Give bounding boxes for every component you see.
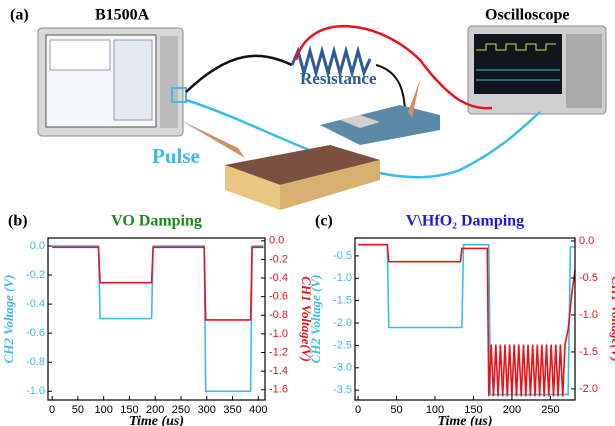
y2-tick-label: -0.6 [269, 291, 288, 303]
y2-tick-label: -1.4 [269, 365, 288, 377]
x-axis-label: Time (us) [129, 414, 184, 426]
y2-tick-label: -0.2 [269, 253, 288, 265]
device-top [320, 105, 440, 145]
y2-tick-label: -1.2 [269, 346, 288, 358]
oscilloscope-screen [474, 34, 562, 94]
panel-label: (b) [8, 213, 28, 230]
y-tick-label: -3.5 [333, 384, 352, 396]
figure: (a) B1500A Oscilloscope Resistance Pulse… [0, 0, 615, 426]
series-line [358, 245, 575, 397]
x-tick-label: 200 [503, 404, 521, 416]
y-tick-label: -3.0 [333, 362, 352, 374]
y-tick-label: 0.0 [30, 240, 45, 252]
b1500a-buttons [160, 36, 178, 128]
chart-title: V\HfO₂ Damping [406, 213, 524, 230]
wire [186, 56, 292, 92]
schematic: (a) B1500A Oscilloscope Resistance Pulse [10, 7, 606, 210]
y2-axis-label: CH1 Voltage(V) [609, 276, 615, 362]
y2-tick-label: -0.8 [269, 309, 288, 321]
y2-tick-label: -2.0 [579, 383, 598, 395]
y2-tick-label: -0.5 [579, 272, 598, 284]
y2-tick-label: -1.6 [269, 384, 288, 396]
y-tick-label: -0.4 [26, 298, 45, 310]
pulse-label: Pulse [152, 144, 200, 168]
scope-buttons [566, 34, 602, 108]
screen-panel [50, 40, 110, 70]
resistor-label: Resistance [300, 69, 377, 88]
y-tick-label: -1.0 [333, 272, 352, 284]
series-line [52, 246, 263, 391]
x-tick-label: 0 [355, 404, 361, 416]
y2-tick-label: 0.0 [579, 235, 594, 247]
x-tick-label: 400 [249, 404, 267, 416]
x-tick-label: 0 [49, 404, 55, 416]
y2-tick-label: -1.0 [579, 309, 598, 321]
y-tick-label: -1.0 [26, 385, 45, 397]
instrument-label: Oscilloscope [485, 7, 569, 24]
y2-tick-label: -1.0 [269, 328, 288, 340]
screen-panel [114, 40, 152, 120]
y-tick-label: -0.6 [26, 327, 45, 339]
chart-title: VO Damping [111, 213, 202, 230]
y2-tick-label: -1.5 [579, 346, 598, 358]
series-line [52, 247, 263, 320]
x-tick-label: 50 [390, 404, 402, 416]
y-tick-label: -1.5 [333, 295, 352, 307]
y-tick-label: -0.2 [26, 269, 45, 281]
x-tick-label: 250 [541, 404, 559, 416]
y-axis-label: CH2 Voltage (V) [308, 275, 323, 364]
plot-frame [48, 238, 265, 400]
y-axis-label: CH2 Voltage (V) [1, 275, 16, 364]
y-tick-label: -0.8 [26, 356, 45, 368]
x-tick-label: 350 [223, 404, 241, 416]
panel-label: (a) [10, 7, 29, 24]
x-tick-label: 100 [94, 404, 112, 416]
y2-tick-label: -0.4 [269, 272, 288, 284]
y-tick-label: -2.0 [333, 317, 352, 329]
x-tick-label: 300 [198, 404, 216, 416]
panel-label: (c) [315, 213, 333, 230]
instrument-label: B1500A [95, 7, 150, 24]
y-tick-label: -0.5 [333, 250, 352, 262]
x-tick-label: 50 [72, 404, 84, 416]
x-axis-label: Time (us) [437, 414, 492, 426]
y-tick-label: -2.5 [333, 339, 352, 351]
y2-tick-label: 0.0 [269, 235, 284, 247]
